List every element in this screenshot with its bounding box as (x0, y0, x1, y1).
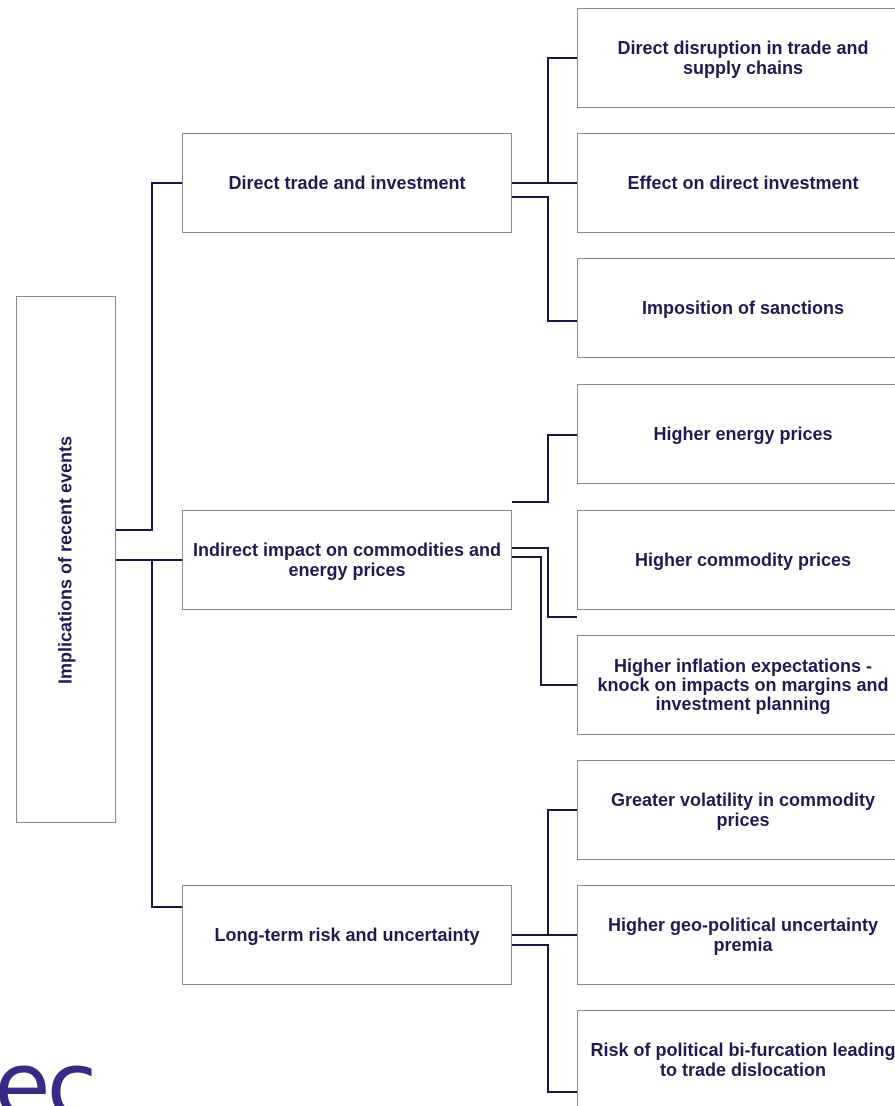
leaf-node: Higher energy prices (577, 384, 895, 484)
connector (512, 547, 577, 618)
connector (512, 944, 577, 1093)
connector (512, 196, 577, 322)
leaf-node: Higher commodity prices (577, 510, 895, 610)
leaf-node: Effect on direct investment (577, 133, 895, 233)
root-node: Implications of recent events (16, 296, 116, 823)
leaf-node: Higher inflation expectations - knock on… (577, 635, 895, 735)
leaf-node: Higher geo-political uncertainty premia (577, 885, 895, 985)
leaf-node: Imposition of sanctions (577, 258, 895, 358)
leaf-node: Risk of political bi-furcation leading t… (577, 1010, 895, 1106)
connector (547, 57, 577, 183)
connector (547, 809, 577, 935)
connector (116, 182, 182, 531)
leaf-node: Direct disruption in trade and supply ch… (577, 8, 895, 108)
connector (116, 559, 182, 908)
logo: ec (0, 1032, 97, 1106)
branch-node: Indirect impact on commodities and energ… (182, 510, 512, 610)
connector (512, 556, 577, 686)
leaf-node: Greater volatility in commodity prices (577, 760, 895, 860)
root-label: Implications of recent events (55, 435, 76, 684)
connector (512, 434, 577, 503)
branch-node: Long-term risk and uncertainty (182, 885, 512, 985)
branch-node: Direct trade and investment (182, 133, 512, 233)
